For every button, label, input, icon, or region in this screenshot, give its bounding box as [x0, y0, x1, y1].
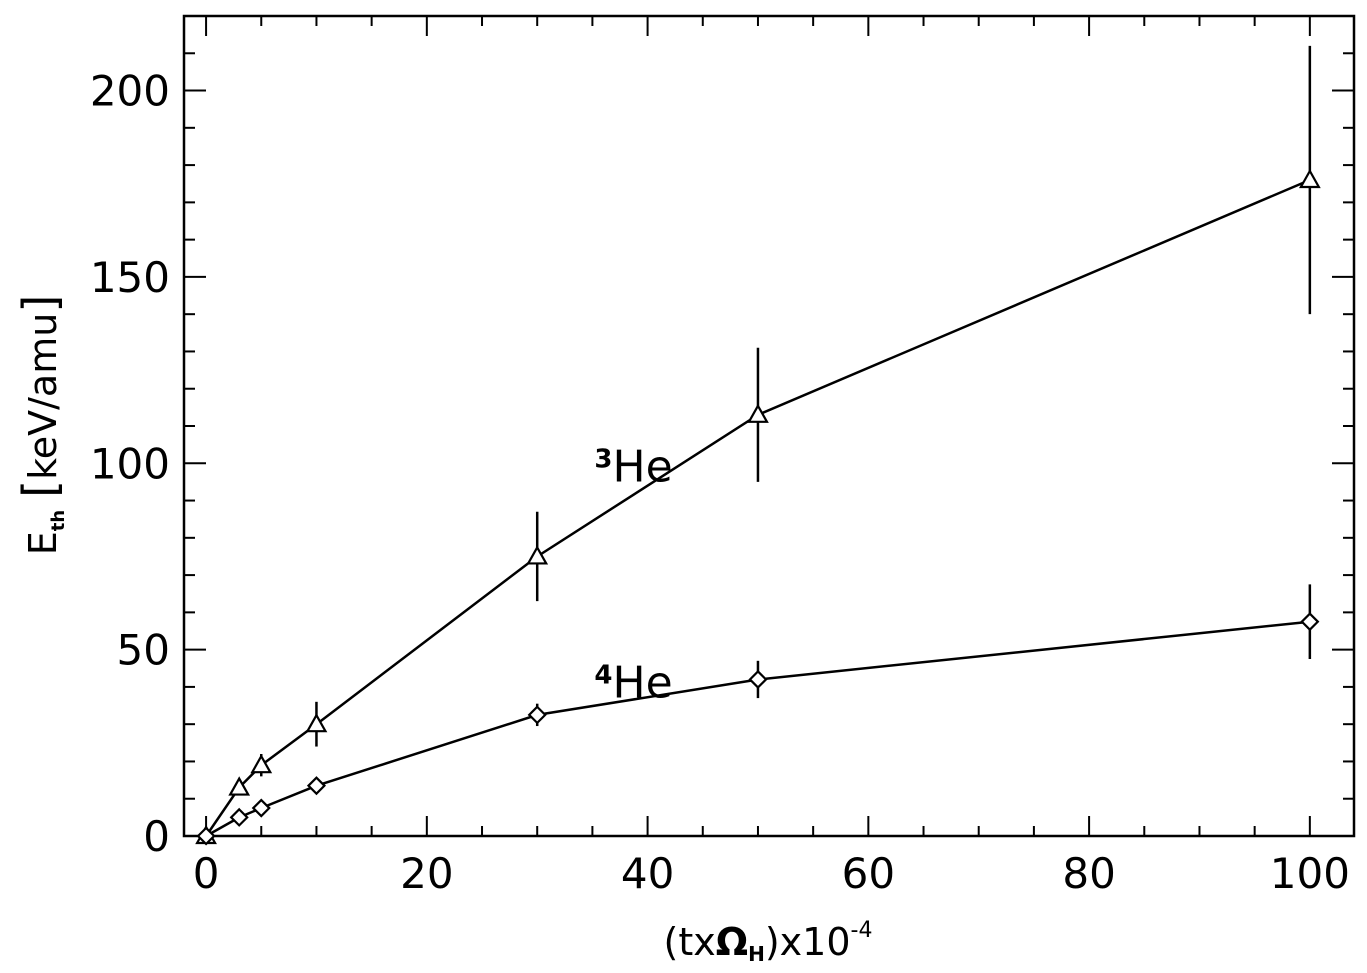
- y-tick-label: 150: [90, 253, 170, 302]
- plot-border: [182, 14, 1356, 838]
- point-4he: [748, 669, 768, 690]
- series-label-sup-4he: 4: [594, 660, 612, 690]
- series-label-4he: 4He: [594, 657, 672, 708]
- y-ticks: 0 50 100 150 200: [90, 15, 1354, 861]
- x-axis-label-omega-sub: H: [748, 942, 765, 966]
- series-label-3he: 3He: [594, 441, 672, 492]
- point-3he: [305, 712, 328, 733]
- x-axis-label: (txΩH)x10-4: [664, 918, 873, 966]
- point-4he: [306, 776, 327, 796]
- series-line-4he: [205, 620, 1310, 838]
- x-axis-label-exp: -4: [851, 918, 873, 943]
- x-axis-label-pre: (tx: [664, 920, 716, 964]
- point-3he: [250, 753, 273, 774]
- x-ticks: 0 20 40 60 80 100: [193, 16, 1350, 898]
- y-axis-label-bracket-close: ]: [13, 295, 67, 313]
- x-axis-label-post: )x10: [765, 920, 851, 964]
- point-4he: [229, 807, 249, 827]
- point-4he: [527, 705, 547, 725]
- plot-frame: [182, 14, 1356, 838]
- series-label-text-3he: He: [612, 441, 672, 492]
- x-tick-label: 60: [842, 849, 895, 898]
- series-label-text-4he: He: [612, 657, 672, 708]
- point-3he: [228, 776, 251, 796]
- x-tick-label: 100: [1270, 849, 1350, 898]
- x-axis-label-omega: Ω: [716, 920, 748, 964]
- point-3he: [747, 403, 769, 423]
- point-3he: [526, 545, 549, 565]
- x-tick-label: 20: [400, 849, 453, 898]
- series-label-sup-3he: 3: [594, 444, 612, 474]
- y-axis-label-sub: th: [48, 510, 69, 531]
- point-4he: [251, 798, 271, 818]
- x-tick-label: 80: [1062, 849, 1115, 898]
- series-line-3he: [205, 178, 1311, 837]
- y-tick-label: 0: [143, 812, 170, 861]
- y-axis-label-bracket-open: [: [13, 480, 67, 498]
- y-axis-label: Eth [keV/amu]: [13, 295, 69, 556]
- point-4he: [1300, 612, 1320, 632]
- y-axis-label-unit: keV/amu: [21, 313, 65, 480]
- series-3he: 3He: [195, 45, 1321, 845]
- y-tick-label: 100: [90, 439, 170, 488]
- y-axis-label-main: E: [21, 531, 65, 555]
- series-4he: 4He: [196, 584, 1320, 846]
- y-tick-label: 50: [117, 626, 170, 675]
- point-4he: [196, 826, 216, 846]
- x-tick-label: 40: [621, 849, 674, 898]
- y-tick-label: 200: [90, 67, 170, 116]
- x-tick-label: 0: [193, 849, 220, 898]
- point-3he: [1298, 168, 1321, 189]
